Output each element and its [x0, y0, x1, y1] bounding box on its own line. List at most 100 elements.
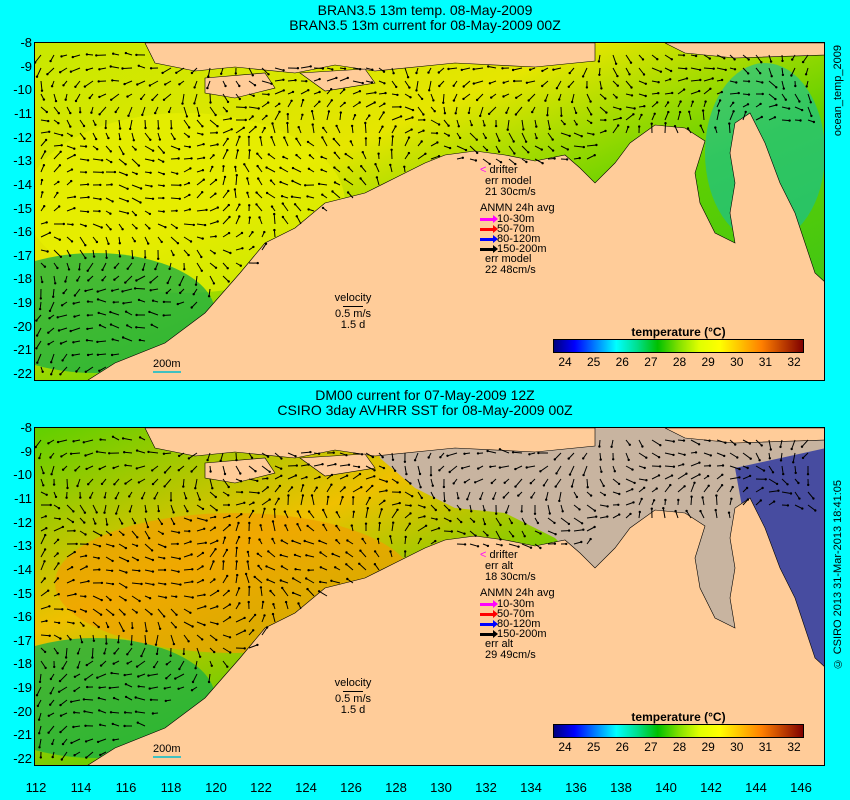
current-arrow-head — [56, 652, 59, 655]
current-arrow — [124, 275, 133, 283]
current-arrow — [235, 547, 238, 558]
current-arrow — [98, 312, 107, 316]
current-arrow-head — [560, 114, 563, 118]
current-arrow-head — [525, 81, 529, 84]
colorbar-tick-label: 29 — [701, 740, 715, 754]
current-arrow-head — [219, 459, 222, 462]
current-arrow-head — [704, 100, 707, 103]
current-arrow — [118, 171, 127, 176]
current-arrow-head — [256, 479, 259, 483]
current-arrow-head — [735, 81, 738, 84]
current-arrow-head — [483, 509, 486, 512]
current-arrow-head — [770, 75, 773, 78]
current-arrow — [625, 106, 635, 109]
current-arrow-head — [382, 466, 386, 470]
current-arrow-head — [528, 453, 531, 456]
current-arrow — [282, 216, 289, 225]
current-arrow-head — [366, 507, 369, 510]
current-arrow-head — [724, 441, 727, 444]
current-arrow — [97, 340, 107, 343]
current-arrow-head — [345, 454, 348, 457]
current-arrow-head — [589, 494, 593, 497]
current-arrow-head — [593, 509, 597, 512]
current-arrow-head — [470, 510, 473, 513]
current-arrow — [162, 67, 172, 74]
current-arrow-head — [452, 99, 456, 102]
velocity-label: velocity — [334, 292, 372, 304]
current-arrow-head — [435, 518, 438, 521]
current-arrow — [404, 67, 409, 78]
current-arrow-head — [85, 53, 89, 56]
current-arrow-head — [446, 454, 449, 457]
current-arrow-head — [103, 652, 106, 655]
current-arrow-head — [698, 89, 701, 93]
legend-err2-value: 29 49cm/s — [485, 649, 536, 661]
current-arrow — [117, 634, 120, 643]
current-arrow-head — [207, 680, 211, 684]
current-arrow-head — [671, 91, 674, 95]
current-arrow — [287, 475, 297, 480]
current-arrow — [196, 647, 201, 657]
current-arrow — [599, 504, 608, 507]
current-arrow-head — [85, 663, 88, 667]
current-arrow-head — [224, 84, 227, 88]
current-arrow — [286, 123, 289, 134]
current-arrow — [74, 288, 81, 296]
current-arrow-head — [287, 494, 290, 497]
current-arrow-head — [214, 266, 218, 269]
current-arrow-head — [189, 167, 192, 170]
current-arrow-head — [347, 166, 350, 169]
current-arrow — [53, 151, 62, 160]
current-arrow-head — [723, 454, 726, 458]
current-arrow-head — [479, 114, 482, 118]
current-arrow — [196, 179, 205, 186]
current-arrow — [40, 590, 49, 597]
current-arrow-head — [432, 99, 435, 102]
current-arrow-head — [617, 503, 620, 506]
current-arrow — [131, 197, 141, 203]
current-arrow-head — [105, 256, 108, 259]
current-arrow-head — [600, 470, 603, 473]
current-arrow — [352, 102, 360, 108]
current-arrow — [58, 686, 68, 693]
current-arrow-head — [760, 115, 763, 119]
current-arrow-head — [447, 134, 450, 137]
current-arrow-head — [135, 665, 139, 668]
current-arrow-head — [151, 570, 155, 573]
current-arrow — [209, 262, 217, 269]
current-arrow — [110, 711, 120, 714]
current-arrow-head — [99, 198, 102, 201]
current-arrow — [109, 686, 120, 689]
current-arrow — [209, 561, 214, 571]
current-arrow-head — [162, 184, 165, 187]
current-arrow-head — [126, 212, 130, 215]
current-arrow-head — [98, 68, 101, 71]
current-arrow — [170, 530, 180, 534]
current-arrow — [39, 738, 42, 748]
current-arrow-head — [124, 281, 127, 284]
current-arrow — [235, 127, 245, 134]
current-arrow — [79, 580, 89, 584]
current-arrow — [546, 106, 549, 116]
current-arrow-head — [257, 491, 260, 495]
current-arrow — [807, 504, 816, 511]
current-arrow-head — [627, 125, 630, 129]
current-arrow — [157, 119, 159, 129]
current-arrow-head — [311, 123, 314, 126]
current-arrow-head — [134, 148, 137, 151]
current-arrow-head — [134, 213, 137, 217]
current-arrow-head — [214, 548, 217, 551]
current-arrow — [183, 554, 192, 558]
current-arrow-head — [201, 551, 205, 555]
current-arrow-head — [408, 86, 411, 89]
current-arrow-head — [101, 268, 104, 272]
current-arrow-head — [476, 545, 480, 548]
current-arrow-head — [486, 544, 490, 548]
current-arrow — [261, 508, 266, 519]
current-arrow — [118, 145, 124, 155]
current-arrow-head — [306, 587, 309, 591]
current-arrow-head — [133, 287, 137, 290]
current-arrow-head — [484, 136, 487, 140]
legend-drifter: drifter — [489, 164, 518, 176]
current-arrow — [365, 465, 375, 471]
